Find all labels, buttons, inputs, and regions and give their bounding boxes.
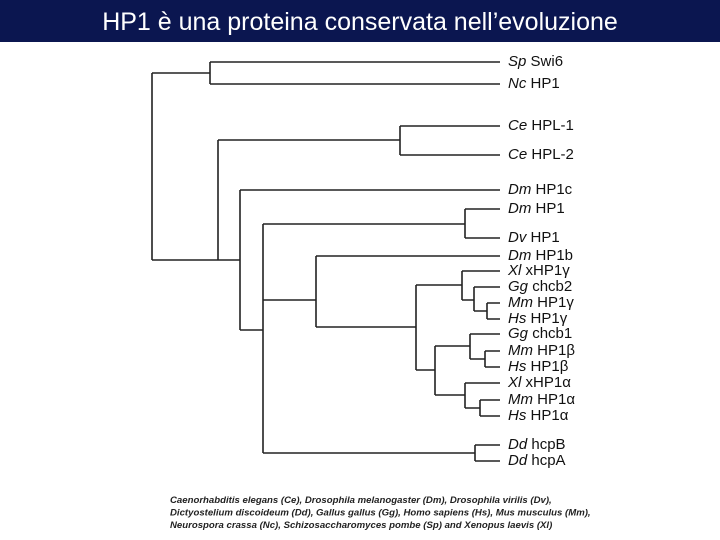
leaf-label: Xl xHP1α	[507, 374, 571, 391]
gene: HP1β	[537, 342, 575, 359]
species: Dd	[508, 436, 528, 453]
caption-line: Dictyostelium discoideum (Dd), Gallus ga…	[170, 508, 591, 519]
species: Mm	[508, 342, 533, 359]
leaf-label: Hs HP1α	[508, 407, 569, 424]
species: Xl	[507, 262, 522, 279]
leaf-label: Gg chcb1	[508, 325, 572, 342]
gene: HP1α	[531, 407, 569, 424]
gene: HP1γ	[537, 294, 574, 311]
leaf-label: Gg chcb2	[508, 278, 572, 295]
species: Dm	[508, 247, 531, 264]
gene: hcpA	[531, 452, 565, 469]
gene: HP1	[531, 75, 560, 92]
species: Dv	[508, 229, 528, 246]
gene: HP1b	[536, 247, 574, 264]
gene: HPL-1	[531, 117, 574, 134]
leaf-label: Dd hcpB	[508, 436, 566, 453]
leaf-label: Xl xHP1γ	[507, 262, 570, 279]
leaf-label: Mm HP1β	[508, 342, 575, 359]
gene: HP1c	[536, 181, 573, 198]
species: Sp	[508, 53, 526, 70]
leaf-label: Nc HP1	[508, 75, 560, 92]
leaf-label: Hs HP1γ	[508, 310, 568, 327]
caption-line: Neurospora crassa (Nc), Schizosaccharomy…	[170, 520, 552, 531]
species: Mm	[508, 391, 533, 408]
leaf-label: Mm HP1γ	[508, 294, 574, 311]
species: Dm	[508, 181, 531, 198]
species: Ce	[508, 117, 527, 134]
species: Ce	[508, 146, 527, 163]
leaf-label: Sp Swi6	[508, 53, 563, 70]
gene: HP1	[531, 229, 560, 246]
gene: HP1	[536, 200, 565, 217]
gene: hcpB	[531, 436, 565, 453]
caption: Caenorhabditis elegans (Ce), Drosophila …	[170, 495, 591, 531]
species: Xl	[507, 374, 522, 391]
gene: HP1β	[531, 358, 569, 375]
leaf-label: Dd hcpA	[508, 452, 566, 469]
leaf-label: Dm HP1	[508, 200, 565, 217]
leaf-label: Dm HP1b	[508, 247, 573, 264]
gene: chcb2	[532, 278, 572, 295]
leaf-label: Hs HP1β	[508, 358, 569, 375]
leaf-label: Dv HP1	[508, 229, 560, 246]
title-bar	[0, 0, 720, 42]
leaf-label: Ce HPL-2	[508, 146, 574, 163]
leaf-label: Mm HP1α	[508, 391, 575, 408]
species: Hs	[508, 407, 527, 424]
species: Dm	[508, 200, 531, 217]
leaf-label: Ce HPL-1	[508, 117, 574, 134]
species: Dd	[508, 452, 528, 469]
species: Hs	[508, 358, 527, 375]
gene: Swi6	[531, 53, 564, 70]
gene: HPL-2	[531, 146, 574, 163]
species: Mm	[508, 294, 533, 311]
species: Gg	[508, 278, 529, 295]
species: Hs	[508, 310, 527, 327]
species: Nc	[508, 75, 527, 92]
gene: HP1α	[537, 391, 575, 408]
caption-line: Caenorhabditis elegans (Ce), Drosophila …	[170, 495, 552, 506]
gene: HP1γ	[531, 310, 568, 327]
gene: xHP1α	[526, 374, 572, 391]
slide-title: HP1 è una proteina conservata nell’evolu…	[102, 8, 618, 36]
leaf-label: Dm HP1c	[508, 181, 573, 198]
tree-branches	[151, 61, 500, 462]
species: Gg	[508, 325, 529, 342]
gene: xHP1γ	[526, 262, 571, 279]
gene: chcb1	[532, 325, 572, 342]
